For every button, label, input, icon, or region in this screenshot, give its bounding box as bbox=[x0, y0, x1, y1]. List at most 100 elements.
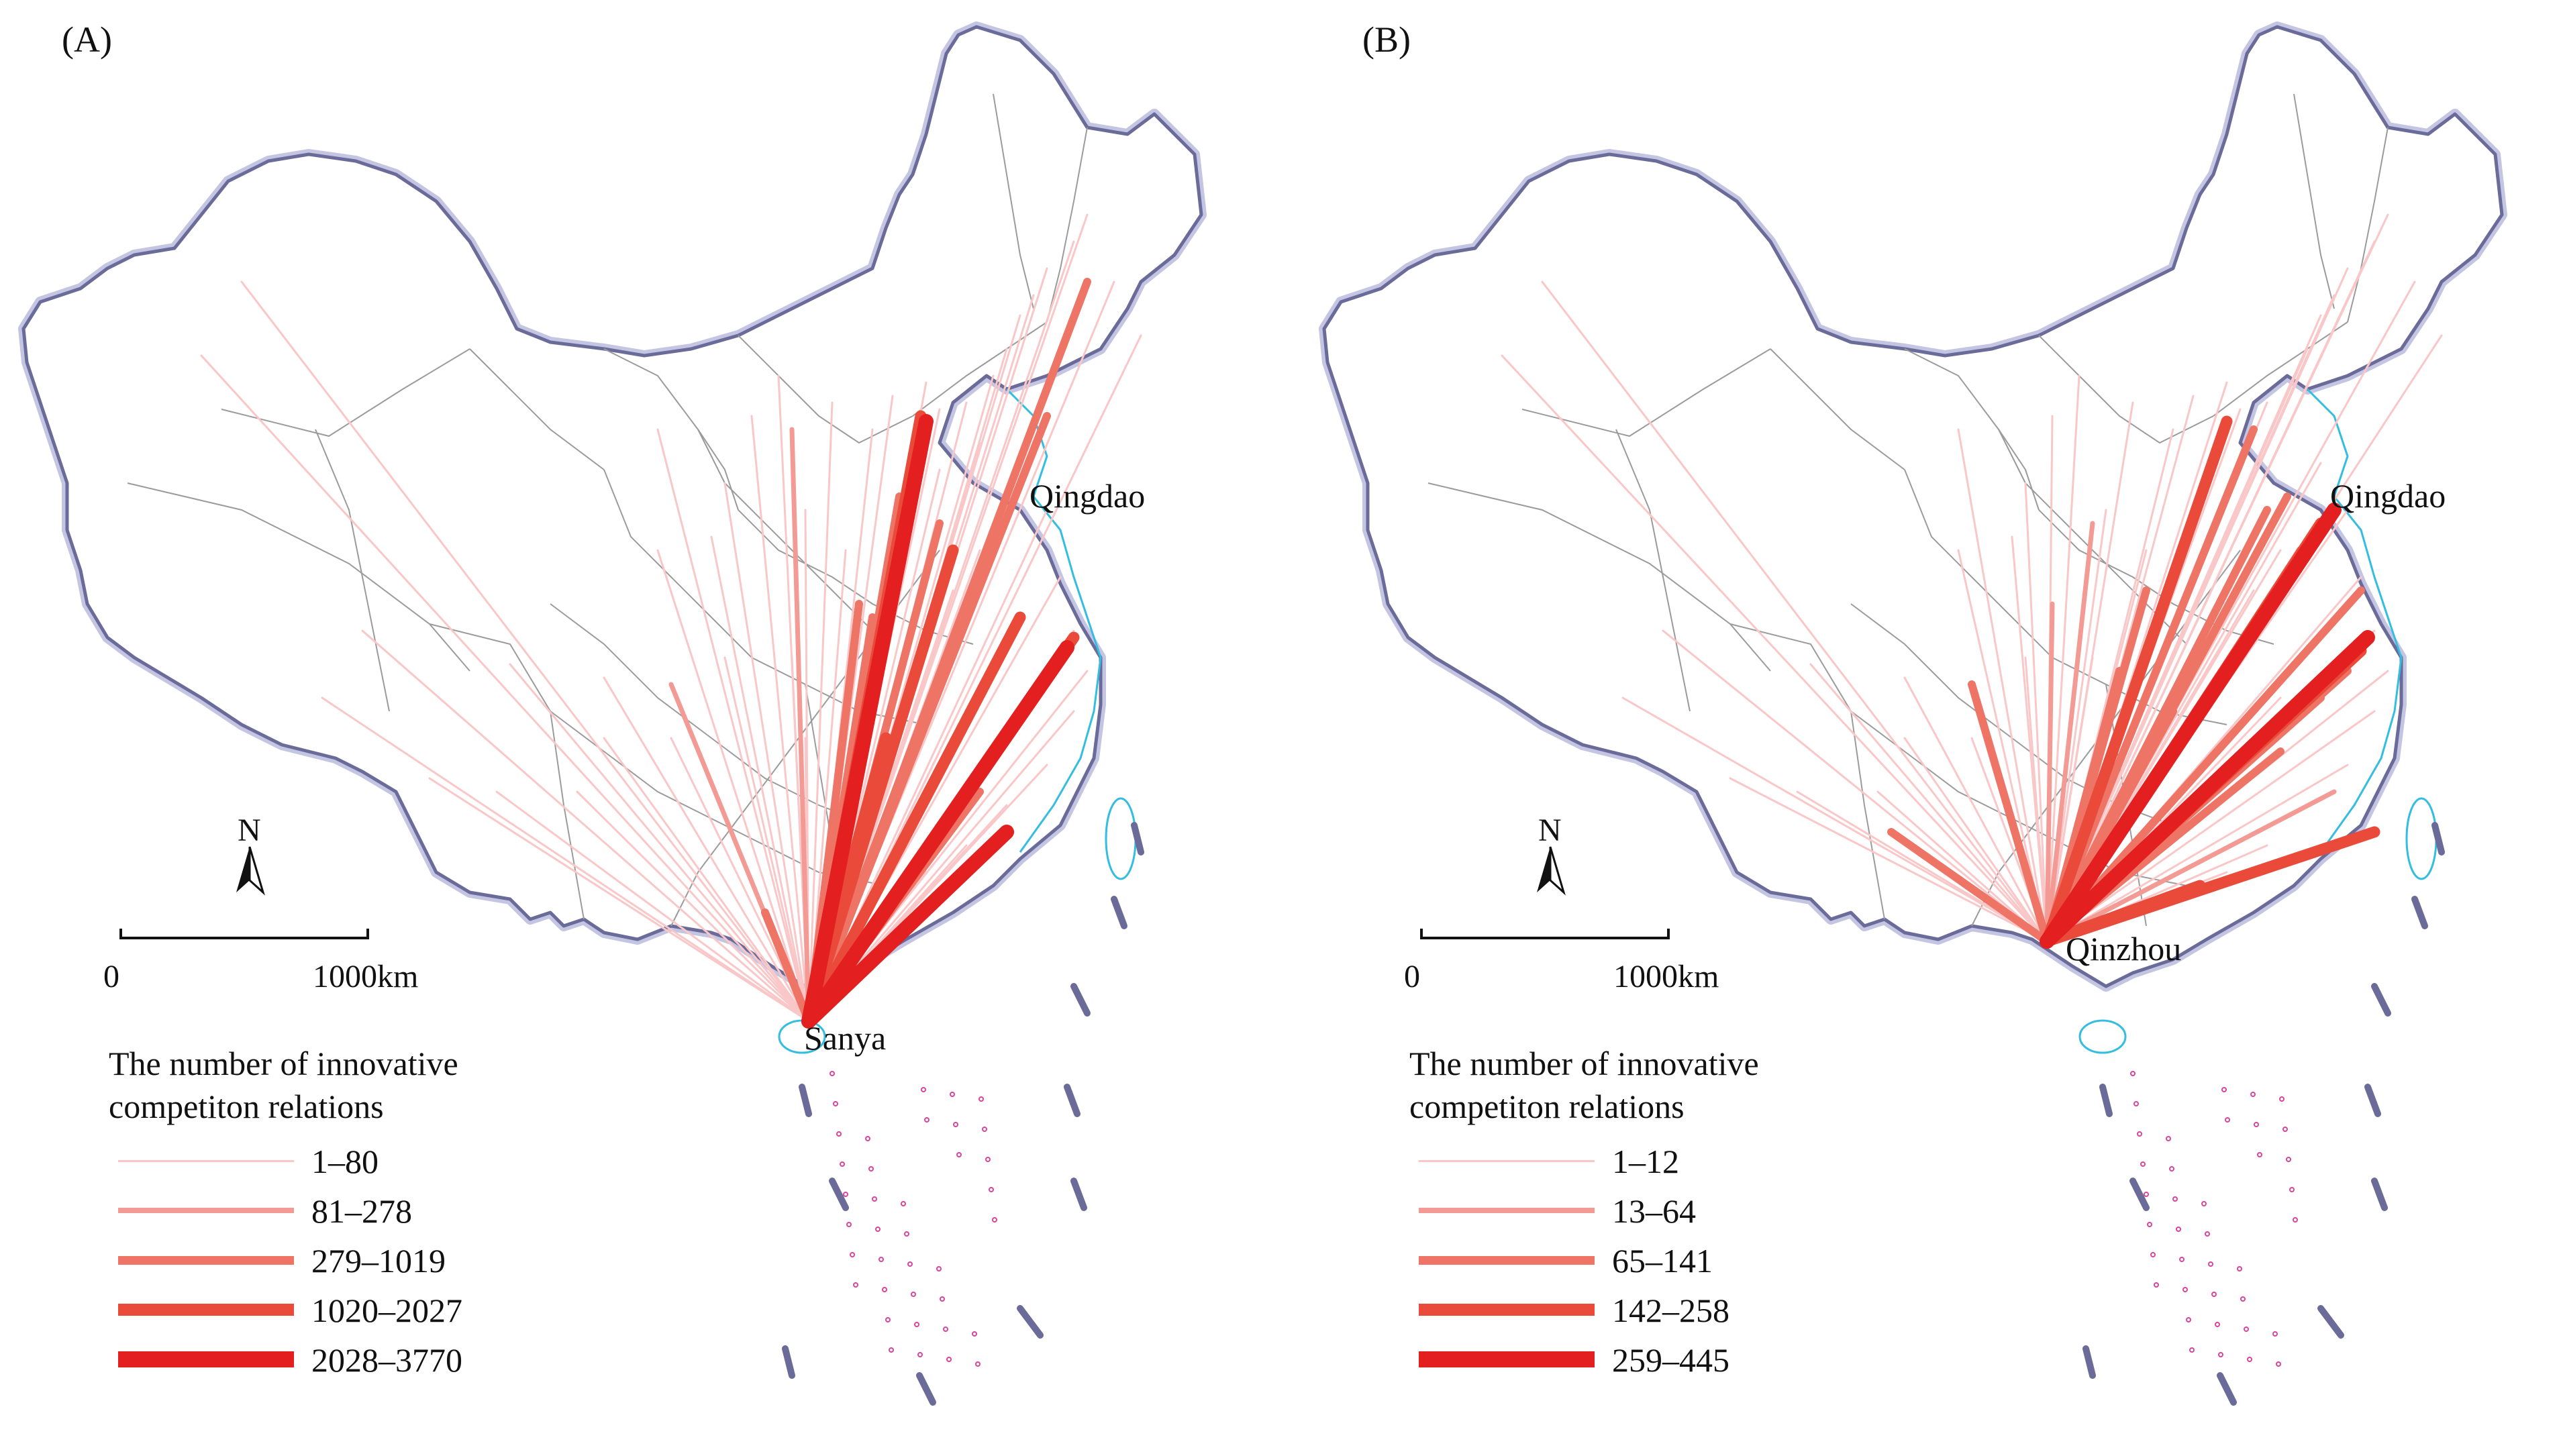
scale-zero-b: 0 bbox=[1404, 959, 1420, 994]
flow-line bbox=[710, 535, 810, 1023]
flow-line bbox=[2041, 880, 2206, 947]
south-sea-island bbox=[882, 1287, 887, 1292]
province-boundary bbox=[1521, 348, 1771, 437]
scale-max-b: 1000km bbox=[1613, 959, 1719, 994]
south-sea-island bbox=[911, 1292, 916, 1297]
legend-swatch bbox=[1419, 1256, 1595, 1265]
south-sea-island bbox=[2218, 1352, 2223, 1357]
legend-swatch bbox=[118, 1256, 294, 1265]
south-sea-island bbox=[889, 1347, 894, 1353]
flow-line bbox=[2046, 267, 2349, 943]
south-sea-island bbox=[2211, 1292, 2217, 1297]
legend-swatch bbox=[1419, 1304, 1595, 1316]
flow-line bbox=[1809, 663, 2048, 943]
legend-label: 279–1019 bbox=[311, 1242, 446, 1280]
south-sea-island bbox=[2276, 1361, 2281, 1367]
south-sea-island bbox=[853, 1282, 858, 1288]
maritime-boundary-dash bbox=[1070, 1178, 1087, 1211]
flow-line bbox=[656, 428, 810, 1023]
qingdao-label-b: Qingdao bbox=[2330, 477, 2446, 515]
south-sea-island bbox=[2154, 1282, 2159, 1288]
maritime-boundary-dash bbox=[2317, 1305, 2344, 1339]
flow-line bbox=[1729, 777, 2048, 943]
province-boundary bbox=[993, 93, 1034, 309]
south-sea-island bbox=[865, 1136, 870, 1141]
flow-line bbox=[1501, 354, 2048, 943]
coastline bbox=[2306, 388, 2403, 853]
flow-line bbox=[723, 656, 810, 1023]
south-sea-island bbox=[953, 1122, 958, 1127]
flow-line bbox=[2040, 630, 2375, 949]
south-sea-island bbox=[2147, 1222, 2152, 1227]
province-boundary bbox=[550, 711, 887, 886]
south-sea-island bbox=[921, 1087, 926, 1092]
legend-item-b-1: 1–12 bbox=[1419, 1141, 1889, 1181]
flow-line bbox=[2011, 535, 2048, 943]
south-sea-island bbox=[2221, 1087, 2227, 1092]
south-sea-island bbox=[2176, 1227, 2181, 1232]
maritime-boundary-dash bbox=[1070, 983, 1091, 1017]
legend-item-b-5: 259–445 bbox=[1419, 1339, 1889, 1380]
legend-item-a-4: 1020–2027 bbox=[118, 1290, 588, 1330]
north-arrow-icon bbox=[1549, 846, 1566, 896]
province-boundary bbox=[1046, 127, 1088, 323]
map-panel-a: (A) Sanya Qingdao N 0 1000km The number … bbox=[0, 0, 1280, 1456]
legend-label: 65–141 bbox=[1612, 1242, 1713, 1280]
south-sea-island bbox=[989, 1187, 994, 1192]
legend-swatch bbox=[1419, 1208, 1595, 1213]
flow-line bbox=[603, 737, 810, 1023]
south-sea-island bbox=[836, 1131, 842, 1137]
south-sea-island bbox=[2279, 1096, 2284, 1102]
south-sea-island bbox=[914, 1322, 919, 1327]
south-sea-island bbox=[2137, 1131, 2142, 1137]
map-panel-b: (B) Qinzhou Qingdao N 0 1000km The numbe… bbox=[1301, 0, 2561, 1456]
legend-label: 259–445 bbox=[1612, 1341, 1729, 1379]
province-boundary bbox=[1427, 482, 1771, 672]
south-sea-island bbox=[972, 1331, 977, 1337]
south-sea-island bbox=[975, 1361, 981, 1367]
flow-line bbox=[805, 412, 1051, 1025]
hub-city-label-a: Sanya bbox=[804, 1019, 887, 1057]
south-sea-island bbox=[2293, 1217, 2298, 1223]
south-sea-island bbox=[878, 1257, 884, 1262]
south-sea-island bbox=[2144, 1192, 2149, 1197]
south-sea-island bbox=[2179, 1257, 2185, 1262]
south-sea-island bbox=[2225, 1117, 2230, 1123]
south-sea-island bbox=[950, 1092, 955, 1097]
south-sea-island bbox=[2215, 1322, 2220, 1327]
country-border bbox=[1322, 25, 2504, 988]
south-sea-island bbox=[904, 1231, 909, 1237]
south-sea-island bbox=[850, 1252, 855, 1257]
south-sea-island bbox=[924, 1117, 930, 1123]
flow-line bbox=[789, 427, 811, 1024]
south-sea-island bbox=[917, 1352, 923, 1357]
south-sea-island bbox=[2289, 1187, 2295, 1192]
legend-title-b: The number of innovative competiton rela… bbox=[1409, 1045, 1759, 1125]
south-sea-island bbox=[2169, 1166, 2174, 1172]
south-sea-island bbox=[978, 1096, 984, 1102]
flow-line bbox=[321, 696, 810, 1023]
maritime-boundary-dash bbox=[2411, 896, 2428, 929]
flow-line bbox=[603, 676, 810, 1023]
flow-line bbox=[801, 640, 1074, 1029]
flow-line bbox=[361, 629, 810, 1023]
south-sea-island bbox=[901, 1201, 906, 1206]
flow-line bbox=[801, 825, 1014, 1029]
south-sea-island bbox=[2272, 1331, 2278, 1337]
south-sea-island bbox=[985, 1157, 991, 1162]
flow-line bbox=[2041, 415, 2233, 947]
flow-line bbox=[1541, 280, 2048, 943]
map-canvas-a bbox=[18, 21, 1207, 1406]
south-sea-island bbox=[2237, 1266, 2242, 1271]
province-boundary bbox=[221, 348, 470, 437]
legend-swatch bbox=[118, 1304, 294, 1316]
province-boundary bbox=[2347, 127, 2389, 323]
legend-label: 1–80 bbox=[311, 1143, 379, 1180]
qingdao-label-a: Qingdao bbox=[1030, 477, 1146, 515]
maritime-boundary-dash bbox=[2431, 822, 2445, 855]
maritime-boundary-dash bbox=[916, 1372, 936, 1406]
south-sea-island bbox=[2286, 1157, 2291, 1162]
south-sea-island bbox=[2130, 1071, 2136, 1076]
flow-line bbox=[1903, 737, 2048, 943]
south-sea-island bbox=[2257, 1152, 2262, 1157]
